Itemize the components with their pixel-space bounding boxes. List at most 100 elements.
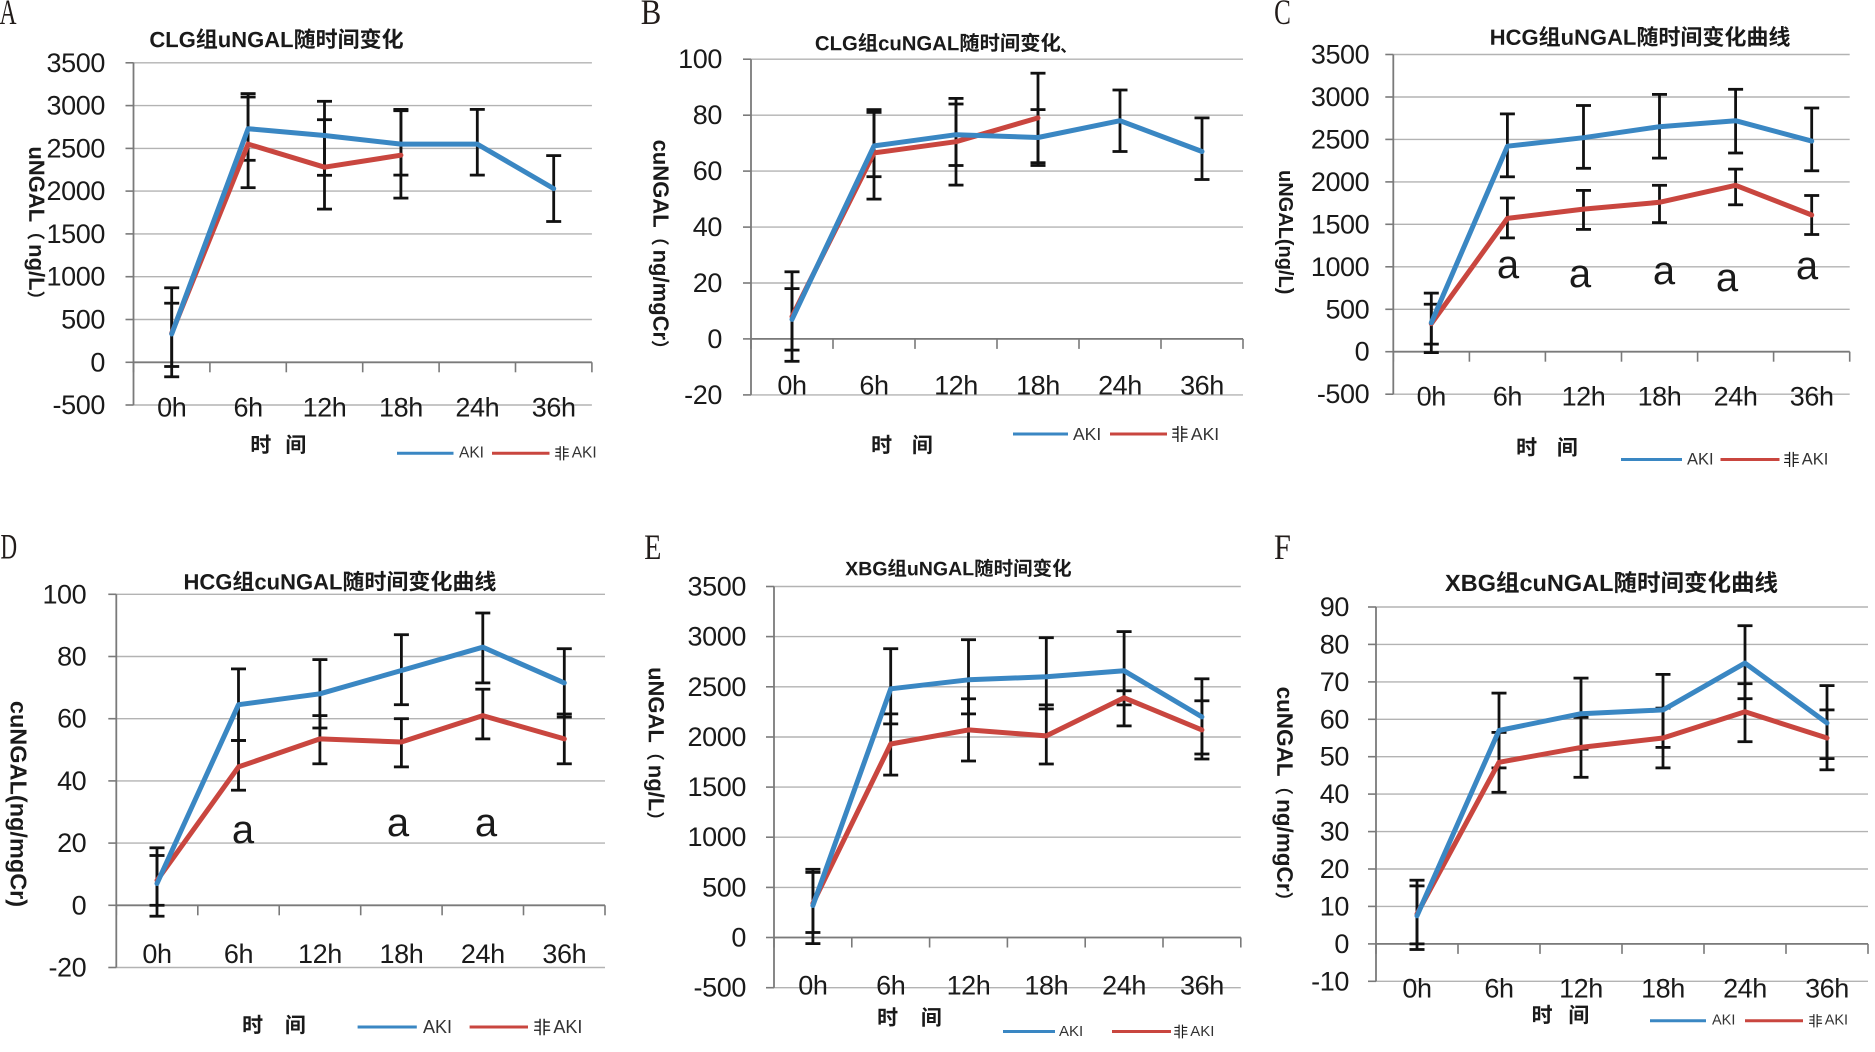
svg-text:a: a	[232, 808, 255, 852]
svg-text:0: 0	[731, 923, 746, 953]
svg-text:24h: 24h	[1714, 382, 1758, 412]
svg-text:60: 60	[1320, 704, 1349, 734]
svg-text:6h: 6h	[1493, 382, 1522, 412]
svg-text:18h: 18h	[1016, 371, 1060, 401]
svg-text:1500: 1500	[47, 219, 105, 249]
svg-text:0h: 0h	[157, 393, 186, 423]
svg-text:0: 0	[72, 890, 87, 920]
svg-text:2500: 2500	[1311, 124, 1369, 154]
svg-text:6h: 6h	[1484, 974, 1513, 1004]
svg-text:60: 60	[693, 156, 722, 186]
svg-text:100: 100	[42, 579, 86, 609]
svg-text:-500: -500	[1317, 379, 1369, 409]
svg-text:AKI: AKI	[1073, 424, 1101, 444]
svg-text:60: 60	[57, 704, 86, 734]
svg-text:12h: 12h	[1562, 382, 1606, 412]
svg-text:A: A	[0, 0, 17, 32]
svg-text:-500: -500	[53, 390, 105, 420]
svg-text:90: 90	[1320, 592, 1349, 622]
svg-text:24h: 24h	[461, 939, 505, 969]
svg-text:AKI: AKI	[1191, 424, 1219, 444]
svg-text:3500: 3500	[688, 572, 746, 602]
svg-text:36h: 36h	[532, 393, 576, 423]
svg-text:AKI: AKI	[423, 1017, 452, 1037]
svg-text:0h: 0h	[777, 371, 806, 401]
svg-text:AKI: AKI	[459, 445, 484, 462]
svg-text:AKI: AKI	[1825, 1013, 1848, 1029]
svg-text:12h: 12h	[298, 939, 342, 969]
svg-text:a: a	[387, 801, 410, 845]
svg-text:E: E	[644, 527, 661, 567]
svg-text:AKI: AKI	[572, 445, 597, 462]
svg-text:40: 40	[693, 212, 722, 242]
svg-text:36h: 36h	[1790, 382, 1834, 412]
svg-text:0h: 0h	[1402, 974, 1431, 1004]
svg-text:3000: 3000	[1311, 82, 1369, 112]
svg-text:a: a	[1653, 249, 1676, 293]
svg-text:3500: 3500	[1311, 40, 1369, 70]
svg-text:-10: -10	[1311, 966, 1349, 996]
svg-text:1000: 1000	[688, 822, 746, 852]
svg-text:3000: 3000	[688, 622, 746, 652]
svg-text:AKI: AKI	[1190, 1023, 1214, 1040]
svg-text:20: 20	[693, 268, 722, 298]
svg-text:-20: -20	[48, 953, 86, 983]
svg-text:12h: 12h	[303, 393, 347, 423]
svg-text:2000: 2000	[47, 176, 105, 206]
svg-text:1500: 1500	[1311, 209, 1369, 239]
svg-text:B: B	[641, 0, 662, 32]
svg-text:1000: 1000	[47, 262, 105, 292]
svg-text:500: 500	[1325, 294, 1369, 324]
svg-text:0h: 0h	[142, 939, 171, 969]
svg-text:0: 0	[1334, 929, 1349, 959]
svg-text:10: 10	[1320, 891, 1349, 921]
svg-text:12h: 12h	[1559, 974, 1603, 1004]
svg-text:40: 40	[1320, 779, 1349, 809]
svg-text:80: 80	[1320, 629, 1349, 659]
svg-text:0h: 0h	[798, 971, 827, 1001]
svg-text:36h: 36h	[1180, 371, 1224, 401]
svg-text:2500: 2500	[688, 672, 746, 702]
svg-text:-500: -500	[694, 973, 746, 1003]
svg-text:6h: 6h	[876, 971, 905, 1001]
svg-text:D: D	[1, 526, 18, 566]
svg-text:40: 40	[57, 766, 86, 796]
svg-text:80: 80	[693, 100, 722, 130]
svg-text:6h: 6h	[224, 939, 253, 969]
svg-text:6h: 6h	[233, 393, 262, 423]
svg-text:0: 0	[1355, 337, 1370, 367]
svg-text:500: 500	[61, 305, 105, 335]
svg-text:a: a	[1569, 252, 1592, 296]
svg-text:a: a	[1796, 244, 1819, 288]
svg-text:18h: 18h	[1638, 382, 1682, 412]
svg-text:0: 0	[90, 347, 105, 377]
svg-text:18h: 18h	[1641, 974, 1685, 1004]
svg-text:AKI: AKI	[1059, 1023, 1083, 1040]
svg-text:uNGAL(ng/L): uNGAL(ng/L)	[1274, 170, 1296, 294]
svg-text:cuNGAL(ng/mgCr): cuNGAL(ng/mgCr)	[5, 701, 31, 907]
svg-text:1500: 1500	[688, 772, 746, 802]
svg-text:2000: 2000	[688, 722, 746, 752]
svg-text:30: 30	[1320, 817, 1349, 847]
svg-text:20: 20	[57, 828, 86, 858]
svg-text:a: a	[475, 801, 498, 845]
svg-text:500: 500	[702, 872, 746, 902]
svg-text:a: a	[1716, 256, 1739, 300]
svg-text:2500: 2500	[47, 133, 105, 163]
svg-text:18h: 18h	[379, 939, 423, 969]
svg-text:AKI: AKI	[1712, 1013, 1735, 1029]
svg-text:70: 70	[1320, 667, 1349, 697]
svg-text:0h: 0h	[1417, 382, 1446, 412]
svg-text:50: 50	[1320, 742, 1349, 772]
svg-text:24h: 24h	[1102, 971, 1146, 1001]
svg-text:36h: 36h	[542, 939, 586, 969]
svg-text:6h: 6h	[859, 371, 888, 401]
svg-text:a: a	[1497, 243, 1520, 287]
svg-text:18h: 18h	[1024, 971, 1068, 1001]
svg-text:AKI: AKI	[1802, 451, 1829, 469]
svg-text:0: 0	[707, 324, 722, 354]
svg-text:2000: 2000	[1311, 167, 1369, 197]
svg-text:100: 100	[678, 44, 722, 74]
svg-text:12h: 12h	[934, 371, 978, 401]
svg-text:24h: 24h	[1723, 974, 1767, 1004]
